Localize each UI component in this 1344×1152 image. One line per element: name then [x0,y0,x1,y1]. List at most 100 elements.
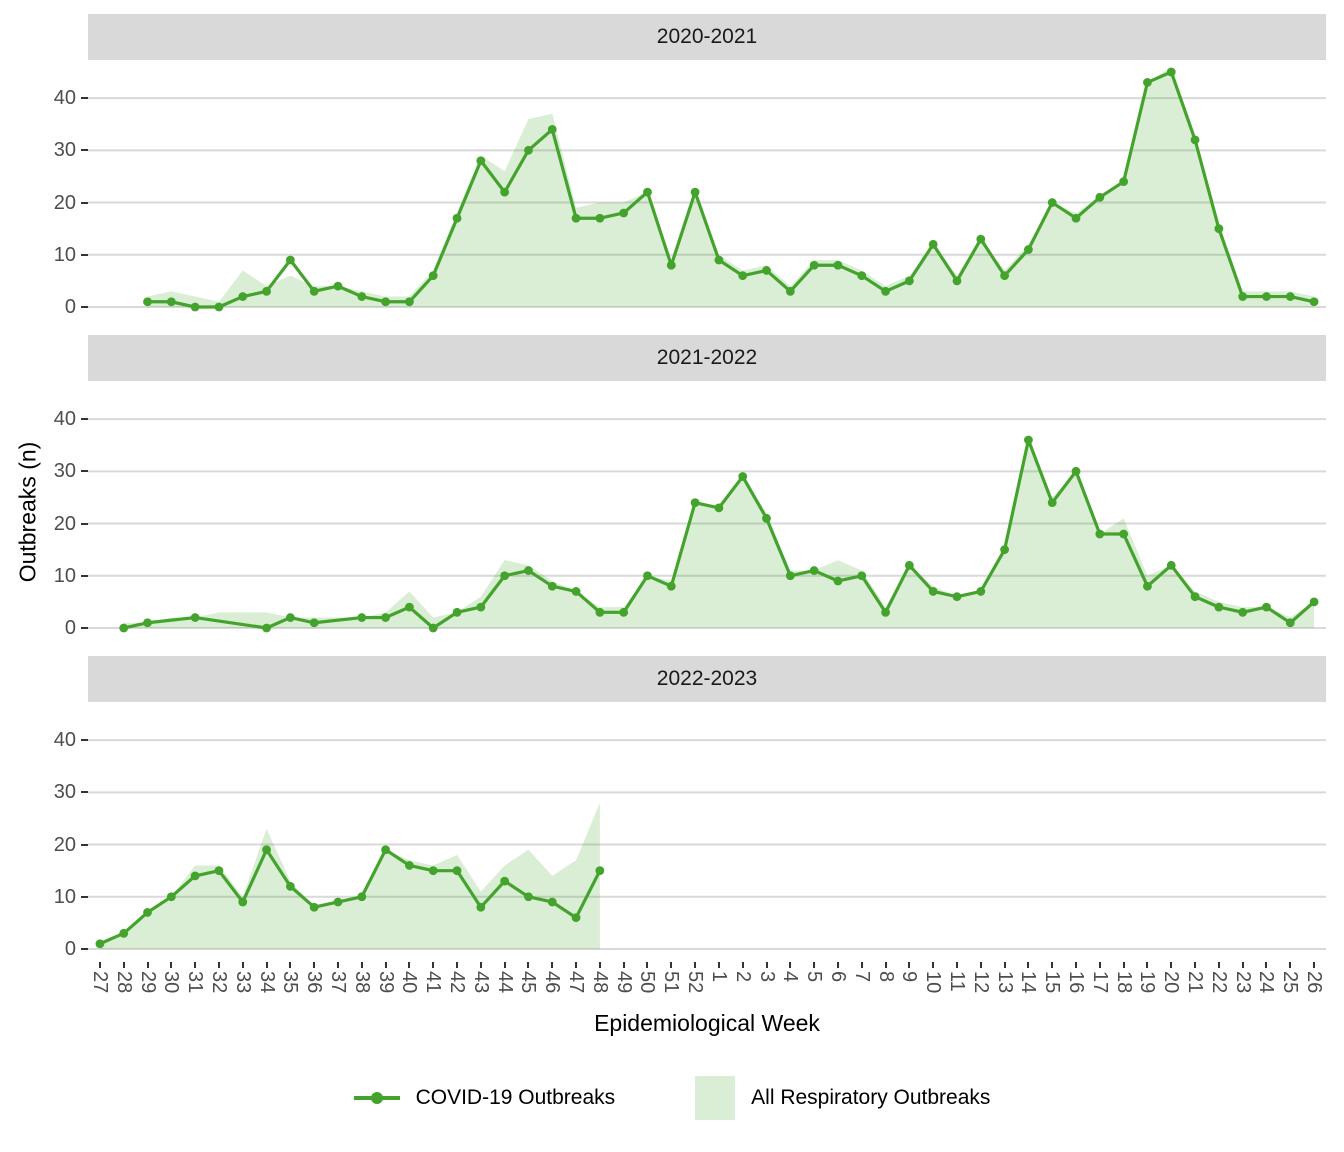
data-point-week-2 [738,472,748,481]
x-tick [1098,962,1101,968]
x-tick-label: 27 [88,971,111,994]
data-point-week-33 [238,897,248,907]
x-tick [1170,962,1173,968]
x-tick [1146,962,1149,968]
y-tick [81,418,88,421]
data-point-week-35 [285,255,295,265]
data-point-week-9 [904,276,914,286]
x-tick-label: 7 [850,971,873,983]
x-tick-label: 8 [874,971,897,983]
data-point-week-2 [738,271,748,281]
x-tick [336,962,339,968]
y-tick [81,470,88,473]
x-tick [717,962,720,968]
x-tick-label: 45 [517,971,540,994]
data-point-week-47 [571,213,581,223]
data-point-week-49 [619,607,629,617]
data-point-week-6 [833,260,843,270]
area-all-respiratory [123,439,1315,628]
x-tick [789,962,792,968]
x-axis-title: Epidemiological Week [594,1010,820,1036]
x-tick [741,962,744,968]
data-point-week-32 [214,302,224,312]
facet-strip: 2020-2021 [88,14,1326,60]
data-point-week-30 [166,892,176,902]
data-point-week-26 [1309,597,1319,607]
data-point-week-15 [1047,498,1057,508]
x-tick-label: 35 [279,971,302,994]
data-point-week-18 [1119,177,1129,187]
data-point-week-45 [524,892,533,902]
data-point-week-40 [405,602,414,612]
legend-area-swatch [695,1076,736,1120]
data-point-week-43 [476,602,486,612]
y-tick [81,97,88,100]
data-point-week-23 [1238,292,1248,301]
data-point-week-20 [1166,67,1176,77]
x-tick-label: 3 [755,971,778,983]
data-point-week-15 [1047,198,1057,207]
x-tick [1027,962,1030,968]
x-tick-label: 2 [731,971,754,983]
x-tick [955,962,958,968]
x-tick-label: 18 [1112,971,1135,994]
data-point-week-22 [1214,224,1224,234]
y-tick-label: 0 [64,617,76,639]
data-point-week-20 [1166,560,1176,570]
data-point-week-46 [547,581,557,591]
data-point-week-31 [190,871,200,881]
x-tick [884,962,887,968]
x-tick [194,962,197,968]
x-tick-label: 25 [1279,971,1302,994]
x-tick-label: 22 [1207,971,1230,994]
y-tick-label: 10 [53,564,76,587]
data-point-week-47 [571,587,581,596]
x-tick-label: 40 [398,971,421,994]
y-tick-label: 20 [53,191,76,214]
y-tick [81,306,88,308]
data-point-week-10 [928,239,938,249]
data-point-week-30 [166,297,176,307]
x-tick [575,962,578,968]
x-tick [1289,962,1292,968]
x-tick-label: 28 [112,971,135,994]
data-point-week-31 [190,613,200,622]
y-tick-label: 40 [53,87,76,110]
data-point-week-35 [285,613,295,622]
x-tick-label: 14 [1017,971,1040,994]
x-tick [456,962,459,968]
facet-title: 2021-2022 [656,346,758,369]
legend-point-icon [370,1092,383,1104]
x-tick [122,962,125,968]
x-tick-label: 1 [707,971,730,983]
x-tick [646,962,649,968]
x-tick-label: 11 [945,971,968,992]
covid-line [98,848,602,946]
x-tick [98,962,101,968]
y-tick [81,895,88,898]
data-point-week-51 [666,581,676,591]
x-tick-label: 43 [469,971,492,994]
data-point-week-21 [1190,592,1200,602]
x-tick-label: 29 [136,971,159,994]
data-point-week-8 [881,286,890,296]
x-tick-label: 46 [541,971,564,994]
data-point-week-29 [143,297,152,307]
x-tick-label: 52 [684,971,707,994]
data-point-week-41 [428,866,438,876]
x-tick-label: 21 [1184,971,1207,994]
x-tick [598,962,601,968]
legend-line-swatch [353,1092,400,1104]
x-tick [1003,962,1006,968]
data-point-week-52 [690,498,700,508]
data-point-week-49 [619,208,629,218]
x-tick [360,962,363,968]
facet-strip: 2022-2023 [88,656,1326,702]
facet-title: 2022-2023 [656,667,758,690]
x-tick-label: 38 [350,971,373,994]
data-point-week-24 [1262,292,1271,301]
area-all-respiratory [147,66,1315,307]
y-tick [81,253,88,256]
x-tick-label: 34 [255,971,278,994]
x-tick-label: 32 [207,971,230,994]
